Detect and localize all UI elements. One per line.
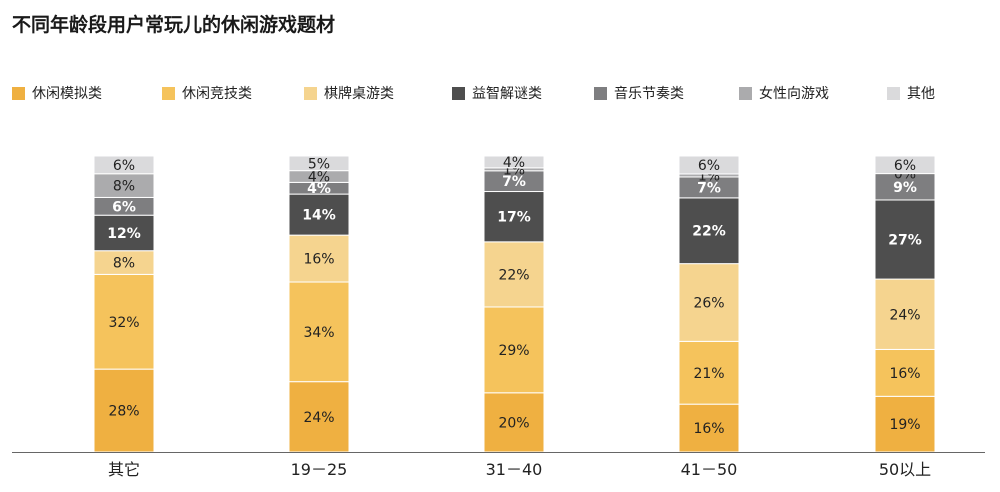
legend-item: 棋牌桌游类	[304, 83, 394, 103]
bars-group: 28%32%8%12%6%8%6%24%34%16%14%4%4%5%20%29…	[93, 155, 936, 453]
legend-swatch	[594, 86, 607, 100]
data-label: 7%	[502, 174, 526, 190]
bar-segment	[288, 234, 350, 283]
bar-segment	[288, 381, 350, 453]
data-label: 27%	[888, 233, 922, 249]
category-label: 其它	[108, 460, 140, 479]
data-label: 12%	[107, 226, 141, 242]
bar-segment	[483, 155, 545, 169]
legend-item: 女性向游戏	[739, 83, 829, 103]
data-label: 5%	[308, 156, 330, 172]
legend-item: 休闲竞技类	[162, 83, 252, 103]
data-label: 6%	[112, 199, 136, 215]
data-label: 24%	[889, 307, 920, 323]
bar-segment	[288, 281, 350, 383]
data-label: 14%	[302, 208, 336, 224]
bar-segment	[483, 241, 545, 308]
data-label: 6%	[894, 158, 916, 174]
data-label: 26%	[693, 296, 724, 312]
data-label: 17%	[497, 210, 531, 226]
data-label: 28%	[108, 404, 139, 420]
chart-title: 不同年龄段用户常玩儿的休闲游戏题材	[12, 14, 336, 36]
legend-item: 益智解谜类	[452, 83, 542, 103]
data-label: 22%	[692, 224, 726, 240]
legend-swatch	[304, 86, 317, 100]
legend-swatch	[12, 86, 25, 100]
legend-label: 音乐节奏类	[614, 86, 684, 102]
bar-segment	[483, 392, 545, 453]
data-label: 22%	[498, 267, 529, 283]
data-label: 7%	[697, 180, 721, 196]
data-label: 8%	[113, 256, 135, 272]
bar-segment	[678, 155, 740, 175]
legend-label: 其他	[907, 86, 935, 102]
bar-segment	[874, 173, 936, 201]
data-label: 4%	[308, 170, 330, 186]
data-label: 6%	[698, 158, 720, 174]
bar-segment	[874, 278, 936, 350]
bar-segment	[288, 193, 350, 236]
data-label: 32%	[108, 315, 139, 331]
legend-label: 休闲模拟类	[32, 86, 102, 102]
category-label: 41－50	[681, 460, 738, 479]
data-label: 6%	[113, 158, 135, 174]
data-label: 19%	[889, 417, 920, 433]
legend-swatch	[162, 86, 175, 100]
bar-segment	[874, 155, 936, 175]
data-label: 4%	[503, 155, 525, 171]
legend-label: 益智解谜类	[472, 86, 542, 102]
chart-legend: 休闲模拟类 休闲竞技类 棋牌桌游类 益智解谜类 音乐节奏类 女性向游戏 其他	[12, 83, 972, 103]
legend-label: 女性向游戏	[759, 86, 829, 102]
legend-item: 其他	[887, 83, 935, 103]
bar-segment	[483, 191, 545, 243]
data-label: 24%	[303, 410, 334, 426]
bar-segment	[678, 340, 740, 405]
bar-segment	[93, 155, 155, 175]
legend-item: 音乐节奏类	[594, 83, 684, 103]
bar-segment	[288, 155, 350, 172]
data-label: 4%	[307, 181, 331, 197]
data-label: 16%	[889, 366, 920, 382]
category-label: 19－25	[291, 460, 348, 479]
category-labels: 其它 19－25 31－40 41－50 50以上	[108, 460, 931, 479]
bar-segment	[483, 306, 545, 394]
data-label: 21%	[693, 366, 724, 382]
data-label: 9%	[893, 180, 917, 196]
legend-swatch	[452, 86, 465, 100]
category-label: 31－40	[486, 460, 543, 479]
data-label: 20%	[498, 415, 529, 431]
bar-segment	[678, 197, 740, 265]
bar-segment	[874, 395, 936, 453]
data-label: 16%	[693, 421, 724, 437]
data-label: 29%	[498, 343, 529, 359]
bar-segment	[93, 273, 155, 370]
bar-segment	[678, 263, 740, 342]
data-label: 34%	[303, 325, 334, 341]
legend-label: 休闲竞技类	[182, 86, 252, 102]
legend-swatch	[739, 86, 752, 100]
data-label: 16%	[303, 252, 334, 268]
legend-label: 棋牌桌游类	[324, 86, 394, 102]
category-label: 50以上	[879, 460, 931, 479]
bar-segment	[678, 403, 740, 453]
bar-segment	[874, 199, 936, 280]
bar-segment	[93, 214, 155, 252]
legend-swatch	[887, 86, 900, 100]
data-label: 8%	[113, 179, 135, 195]
legend-item: 休闲模拟类	[12, 83, 102, 103]
